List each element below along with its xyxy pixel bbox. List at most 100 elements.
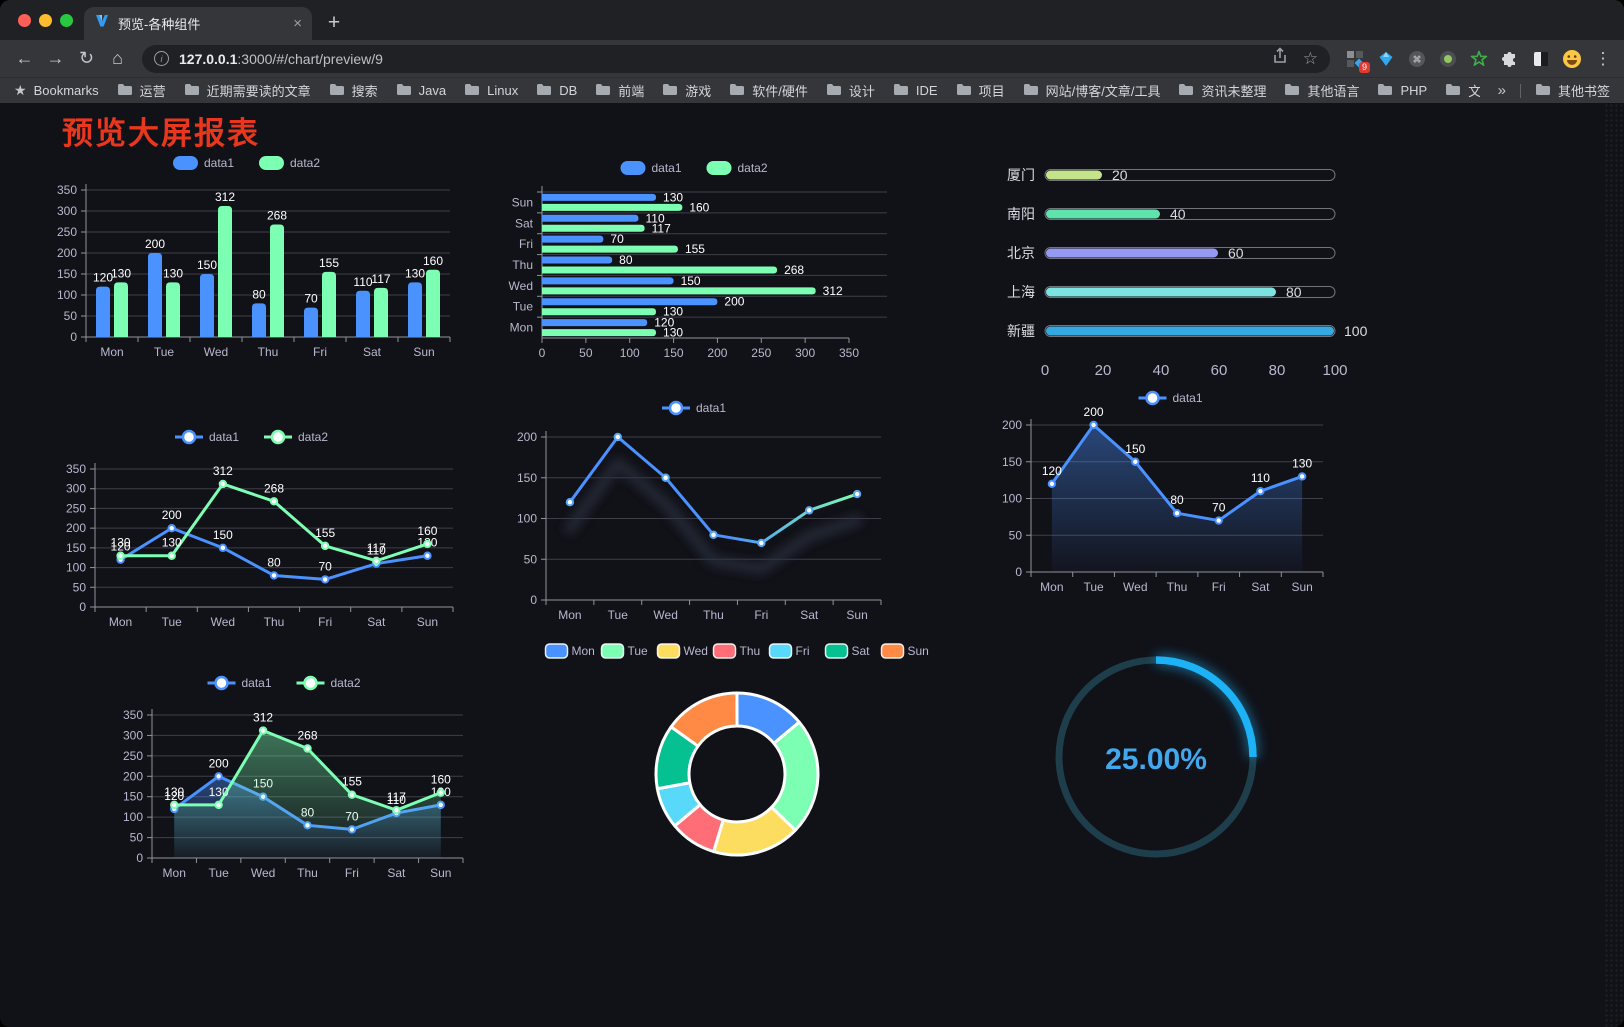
bookmark-folder[interactable]: IDE [893, 83, 938, 99]
bookmark-folder[interactable]: 运营 [117, 81, 166, 100]
svg-text:Fri: Fri [754, 608, 768, 622]
extension-record-icon[interactable] [1437, 48, 1459, 70]
url-path: :3000/#/chart/preview/9 [237, 50, 383, 67]
browser-tab[interactable]: 预览-各种组件 × [84, 7, 312, 40]
bookmark-folder[interactable]: 资讯未整理 [1178, 81, 1266, 100]
bookmark-folder-label: 搜索 [351, 84, 378, 99]
chart-horizontal-bar: data1 data2 Mon Tue Wed Thu Fri Sat Sun 0 50 100 150… [500, 152, 895, 366]
omnibox-actions: ☆ [1272, 47, 1318, 70]
minimize-window-button[interactable] [39, 14, 52, 27]
bookmark-folder[interactable]: 其他语言 [1284, 81, 1359, 100]
browser-menu-icon[interactable]: ⋮ [1594, 48, 1612, 68]
svg-text:data1: data1 [209, 430, 239, 444]
svg-text:Sun: Sun [417, 615, 438, 629]
svg-text:117: 117 [652, 221, 671, 235]
bookmark-folder-label: Linux [487, 83, 519, 98]
forward-button[interactable]: → [46, 48, 65, 68]
svg-text:120: 120 [164, 789, 184, 803]
svg-text:Sat: Sat [800, 608, 819, 622]
bookmark-folder[interactable]: 游戏 [662, 81, 711, 100]
share-icon[interactable] [1272, 47, 1288, 70]
bookmarks-manager-item[interactable]: ★ Bookmarks [14, 82, 99, 99]
svg-text:300: 300 [57, 204, 77, 218]
folder-icon [1023, 83, 1039, 99]
bookmarks-divider [1519, 83, 1521, 98]
folder-icon [1535, 83, 1551, 99]
bookmark-star-icon[interactable]: ☆ [1302, 49, 1318, 68]
bookmark-folder[interactable]: PHP [1377, 83, 1427, 99]
svg-text:150: 150 [1125, 442, 1145, 456]
svg-text:Sun: Sun [1291, 580, 1312, 594]
bookmark-folder[interactable]: Java [396, 83, 446, 99]
bookmark-folder-label: DB [559, 83, 578, 98]
extension-emoji-icon[interactable] [1561, 48, 1583, 70]
svg-text:80: 80 [1269, 362, 1286, 379]
bookmark-folder[interactable]: 软件/硬件 [729, 81, 808, 100]
svg-text:130: 130 [663, 190, 683, 204]
svg-text:Tue: Tue [513, 300, 534, 314]
other-bookmarks-button[interactable]: 其他书签 [1535, 81, 1610, 100]
back-button[interactable]: ← [15, 48, 34, 68]
svg-text:Tue: Tue [162, 615, 183, 629]
svg-text:312: 312 [215, 190, 235, 204]
svg-text:150: 150 [517, 471, 537, 485]
svg-text:Tue: Tue [154, 345, 175, 359]
folder-icon [184, 83, 200, 99]
new-tab-button[interactable]: + [327, 11, 341, 34]
svg-text:130: 130 [663, 326, 683, 340]
chart-grouped-bar: data1 data2 0 50 100 150 200 250 300 350 Mon Tue Wed… [40, 147, 460, 365]
svg-text:150: 150 [197, 258, 217, 272]
svg-text:Tue: Tue [628, 644, 649, 658]
svg-text:130: 130 [111, 536, 131, 550]
svg-text:Mon: Mon [510, 321, 533, 335]
svg-text:0: 0 [79, 600, 86, 614]
bookmark-folder[interactable]: 搜索 [329, 81, 378, 100]
folder-icon [826, 83, 842, 99]
extension-gem-icon[interactable] [1375, 48, 1397, 70]
extension-command-icon[interactable]: ⌘ [1406, 48, 1428, 70]
svg-text:268: 268 [267, 208, 287, 222]
home-button[interactable]: ⌂ [112, 48, 123, 68]
extension-grid-icon[interactable]: 9 [1344, 48, 1370, 73]
bookmark-folder[interactable]: Linux [464, 83, 518, 99]
close-window-button[interactable] [18, 14, 31, 27]
bookmarks-label: Bookmarks [33, 83, 99, 98]
svg-text:110: 110 [367, 544, 386, 558]
bookmark-folder[interactable]: 文件服务器 [1445, 81, 1480, 100]
bookmark-folder[interactable]: DB [536, 83, 577, 99]
svg-text:300: 300 [66, 482, 86, 496]
svg-text:150: 150 [681, 274, 701, 288]
svg-text:80: 80 [619, 253, 633, 267]
svg-text:0: 0 [1041, 362, 1049, 379]
svg-text:120: 120 [654, 316, 674, 330]
svg-text:150: 150 [57, 267, 77, 281]
bookmark-folder-label: 设计 [848, 84, 875, 99]
reload-button[interactable]: ↻ [78, 48, 95, 68]
svg-text:200: 200 [1002, 418, 1022, 432]
extension-contrast-square-icon[interactable] [1530, 48, 1552, 70]
zoom-window-button[interactable] [60, 14, 73, 27]
svg-text:268: 268 [264, 481, 284, 495]
svg-text:160: 160 [689, 200, 709, 214]
svg-text:155: 155 [342, 775, 362, 789]
svg-text:268: 268 [297, 729, 317, 743]
svg-text:200: 200 [707, 346, 727, 360]
svg-text:Fri: Fri [313, 345, 327, 359]
svg-text:Thu: Thu [297, 866, 318, 880]
bookmark-folder[interactable]: 前端 [595, 81, 644, 100]
bookmark-folder[interactable]: 设计 [826, 81, 875, 100]
svg-text:Sun: Sun [430, 866, 451, 880]
address-bar[interactable]: i 127.0.0.1:3000/#/chart/preview/9 ☆ [142, 44, 1330, 73]
extension-puzzle-icon[interactable] [1499, 48, 1521, 70]
bookmark-folder[interactable]: 近期需要读的文章 [184, 81, 311, 100]
bookmarks-overflow-icon[interactable]: » [1497, 82, 1506, 99]
site-info-icon[interactable]: i [154, 51, 169, 66]
bookmark-folder[interactable]: 项目 [956, 81, 1005, 100]
svg-text:312: 312 [253, 711, 273, 725]
tab-close-icon[interactable]: × [293, 15, 302, 32]
folder-icon [329, 83, 345, 99]
bookmark-folder-label: 文件服务器 [1468, 81, 1479, 100]
svg-text:data1: data1 [696, 401, 726, 415]
bookmark-folder[interactable]: 网站/博客/文章/工具 [1023, 81, 1160, 100]
extension-green-star-icon[interactable] [1468, 48, 1490, 70]
